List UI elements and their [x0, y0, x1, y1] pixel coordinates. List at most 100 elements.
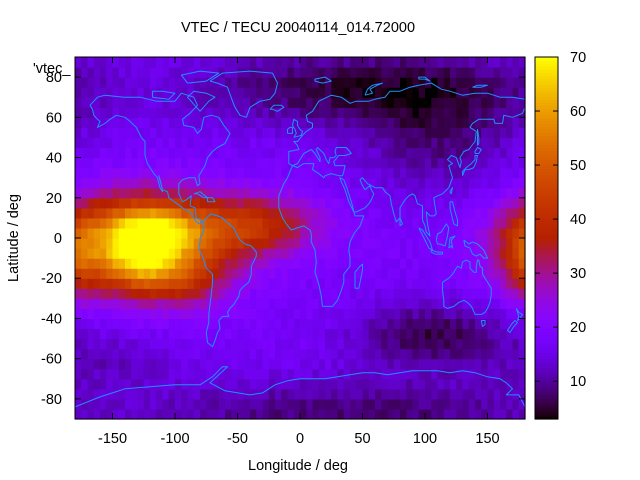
heatmap-cell [493, 187, 501, 199]
heatmap-cell [331, 368, 339, 380]
heatmap-cell [200, 318, 207, 330]
heatmap-cell [162, 97, 170, 108]
heatmap-cell [331, 388, 339, 400]
colorbar-segment [535, 186, 558, 191]
heatmap-cell [468, 348, 476, 360]
heatmap-cell [393, 227, 401, 239]
heatmap-cell [275, 408, 282, 420]
heatmap-cell [231, 368, 239, 380]
heatmap-cell [493, 368, 501, 380]
heatmap-cell [431, 57, 439, 68]
heatmap-cell [343, 187, 351, 199]
heatmap-cell [387, 87, 395, 98]
heatmap-cell [150, 197, 157, 209]
heatmap-cell [475, 87, 482, 98]
heatmap-cell [287, 197, 295, 209]
heatmap-cell [512, 207, 520, 219]
heatmap-cell [393, 328, 401, 340]
heatmap-cell [337, 368, 345, 380]
heatmap-cell [418, 358, 426, 370]
heatmap-cell [437, 127, 445, 139]
heatmap-cell [443, 217, 451, 229]
heatmap-cell [443, 87, 451, 98]
heatmap-cell [193, 258, 201, 269]
heatmap-cell [368, 217, 376, 229]
heatmap-cell [518, 338, 526, 350]
heatmap-cell [87, 207, 95, 219]
heatmap-cell [106, 298, 114, 309]
heatmap-cell [487, 107, 495, 118]
heatmap-cell [437, 348, 445, 360]
heatmap-cell [75, 378, 82, 390]
heatmap-cell [212, 348, 220, 360]
heatmap-cell [212, 57, 220, 68]
heatmap-cell [100, 248, 107, 259]
heatmap-cell [450, 408, 457, 420]
heatmap-cell [393, 77, 401, 88]
heatmap-cell [431, 348, 439, 360]
colorbar-segment [535, 183, 558, 188]
heatmap-cell [275, 368, 282, 380]
heatmap-cell [137, 217, 145, 229]
heatmap-cell [256, 338, 264, 350]
heatmap-cell [150, 107, 157, 118]
heatmap-cell [200, 258, 207, 269]
heatmap-cell [381, 258, 389, 269]
heatmap-cell [137, 348, 145, 360]
heatmap-cell [400, 107, 407, 118]
heatmap-cell [193, 358, 201, 370]
heatmap-cell [493, 57, 501, 68]
heatmap-cell [281, 338, 289, 350]
heatmap-cell [237, 97, 245, 108]
heatmap-cell [462, 368, 470, 380]
heatmap-cell [212, 238, 220, 249]
heatmap-cell [412, 57, 420, 68]
heatmap-cell [437, 117, 445, 128]
heatmap-cell [487, 338, 495, 350]
heatmap-cell [212, 378, 220, 390]
heatmap-cell [212, 117, 220, 128]
heatmap-cell [143, 177, 151, 189]
colorbar-segment [535, 204, 558, 209]
heatmap-cell [87, 137, 95, 149]
heatmap-cell [218, 77, 226, 88]
heatmap-cell [106, 117, 114, 128]
heatmap-cell [412, 328, 420, 340]
heatmap-cell [75, 268, 82, 279]
heatmap-cell [343, 318, 351, 330]
heatmap-cell [262, 268, 270, 279]
heatmap-cell [93, 227, 101, 239]
heatmap-cell [481, 207, 489, 219]
heatmap-cell [106, 408, 114, 420]
heatmap-cell [318, 77, 326, 88]
heatmap-cell [487, 258, 495, 269]
heatmap-cell [306, 157, 314, 169]
heatmap-cell [250, 238, 257, 249]
heatmap-cell [75, 348, 82, 360]
heatmap-cell [381, 318, 389, 330]
heatmap-cell [487, 328, 495, 340]
heatmap-cell [243, 147, 251, 159]
heatmap-cell [143, 348, 151, 360]
heatmap-cell [418, 147, 426, 159]
colorbar-segment [535, 292, 558, 296]
heatmap-cell [162, 77, 170, 88]
colorbar-segment [535, 361, 558, 366]
y-tick-label: -40 [41, 311, 62, 327]
heatmap-cell [281, 157, 289, 169]
heatmap-cell [481, 177, 489, 189]
heatmap-cell [406, 207, 414, 219]
heatmap-cell [250, 358, 257, 370]
heatmap-cell [118, 318, 126, 330]
heatmap-cell [356, 97, 364, 108]
heatmap-cell [81, 57, 89, 68]
heatmap-cell [137, 288, 145, 299]
heatmap-cell [212, 207, 220, 219]
heatmap-cell [356, 217, 364, 229]
heatmap-cell [275, 137, 282, 149]
colorbar-segment [535, 105, 558, 109]
coastline-hokkaido [474, 147, 482, 154]
heatmap-cell [243, 288, 251, 299]
heatmap-cell [306, 258, 314, 269]
heatmap-cell [112, 398, 120, 410]
